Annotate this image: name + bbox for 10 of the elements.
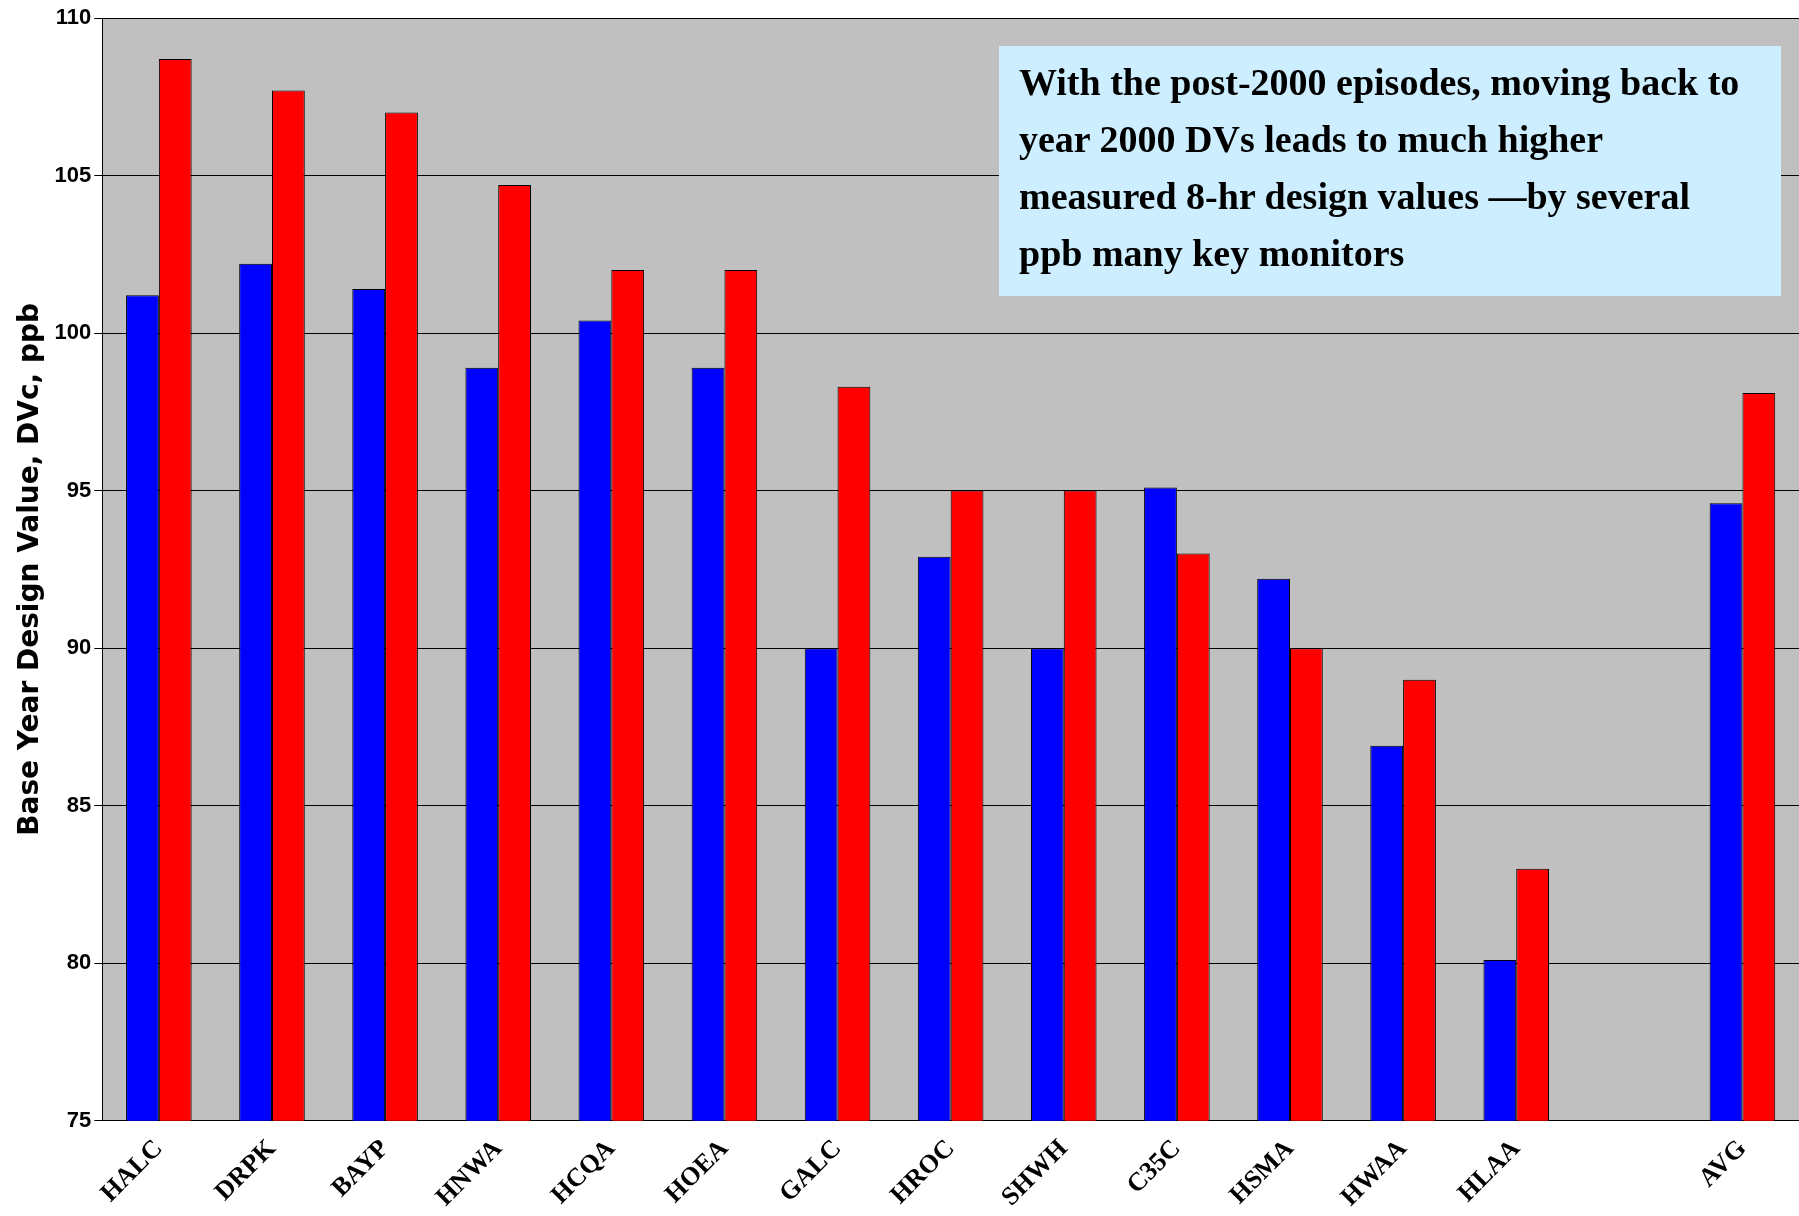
y-tick-label: 100	[54, 319, 92, 345]
y-tick-label: 85	[66, 791, 92, 817]
annotation: With the post-2000 episodes, moving back to year 2000 DVs leads to much higher measured 8-hr design values —by several ppb many key monitors	[1019, 61, 1740, 275]
y-tick-label: 80	[66, 949, 92, 975]
y-tick-label: 105	[54, 161, 92, 187]
y-tick-label: 95	[66, 476, 92, 502]
y-axis-title: Base Year Design Value, DVc, ppb	[12, 302, 46, 836]
y-tick-label: 90	[66, 634, 92, 660]
y-tick-label: 110	[55, 4, 92, 30]
y-tick-label: 75	[66, 1106, 92, 1132]
